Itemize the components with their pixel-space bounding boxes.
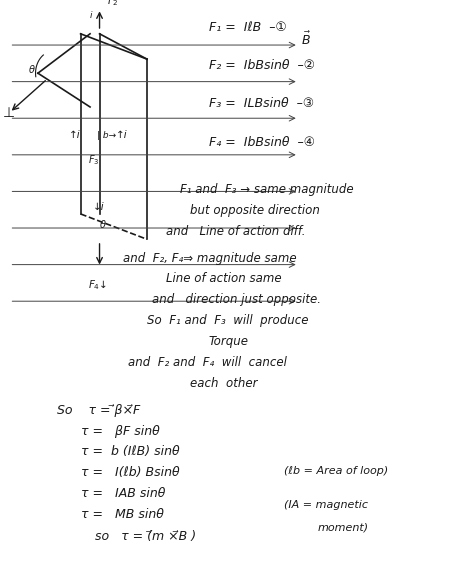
Text: $F_2$: $F_2$ bbox=[107, 0, 118, 8]
Text: F₃ =  ILBsinθ  –③: F₃ = ILBsinθ –③ bbox=[209, 97, 314, 110]
Text: F₁ =  IℓB  –①: F₁ = IℓB –① bbox=[209, 21, 286, 34]
Text: Torque: Torque bbox=[209, 335, 248, 348]
Text: but opposite direction: but opposite direction bbox=[190, 204, 319, 217]
Text: Line of action same: Line of action same bbox=[166, 272, 282, 285]
Text: and  F₂, F₄⇒ magnitude same: and F₂, F₄⇒ magnitude same bbox=[123, 252, 297, 265]
Text: (IA = magnetic: (IA = magnetic bbox=[284, 500, 368, 510]
Text: $F_4$↓: $F_4$↓ bbox=[88, 279, 107, 293]
Text: τ =  b (IℓB) sinθ: τ = b (IℓB) sinθ bbox=[81, 445, 179, 458]
Text: ↑i: ↑i bbox=[116, 130, 128, 140]
Text: So  F₁ and  F₃  will  produce: So F₁ and F₃ will produce bbox=[147, 314, 309, 327]
Text: F₄ =  IbBsinθ  –④: F₄ = IbBsinθ –④ bbox=[209, 136, 315, 149]
Text: so   τ = (⃗m ×⃗B ): so τ = (⃗m ×⃗B ) bbox=[95, 530, 196, 543]
Text: i: i bbox=[90, 11, 92, 20]
Text: $F_3$: $F_3$ bbox=[88, 154, 99, 167]
Text: each  other: each other bbox=[190, 377, 257, 390]
Text: F₁ and  F₃ → same magnitude: F₁ and F₃ → same magnitude bbox=[180, 183, 354, 196]
Text: So    τ = ⃗β×⃗F: So τ = ⃗β×⃗F bbox=[57, 404, 140, 417]
Text: | b→: | b→ bbox=[97, 131, 116, 140]
Text: τ =   βF sinθ: τ = βF sinθ bbox=[81, 425, 159, 437]
Text: τ =   I(ℓb) Bsinθ: τ = I(ℓb) Bsinθ bbox=[81, 466, 179, 479]
Text: F₂ =  IbBsinθ  –②: F₂ = IbBsinθ –② bbox=[209, 59, 315, 72]
Text: ↑i: ↑i bbox=[69, 130, 81, 140]
Text: and   direction just opposite.: and direction just opposite. bbox=[152, 293, 321, 306]
Text: θ: θ bbox=[100, 220, 106, 230]
Text: and   Line of action diff.: and Line of action diff. bbox=[166, 225, 305, 238]
Text: $\vec{B}$: $\vec{B}$ bbox=[301, 31, 311, 48]
Text: ↓i: ↓i bbox=[92, 202, 104, 212]
Text: θ: θ bbox=[28, 65, 35, 75]
Text: and  F₂ and  F₄  will  cancel: and F₂ and F₄ will cancel bbox=[128, 356, 287, 369]
Text: ⊥: ⊥ bbox=[2, 106, 15, 119]
Text: τ =   MB sinθ: τ = MB sinθ bbox=[81, 508, 164, 521]
Text: τ =   IAB sinθ: τ = IAB sinθ bbox=[81, 487, 165, 500]
Text: moment): moment) bbox=[318, 522, 369, 533]
Text: (ℓb = Area of loop): (ℓb = Area of loop) bbox=[284, 466, 389, 476]
